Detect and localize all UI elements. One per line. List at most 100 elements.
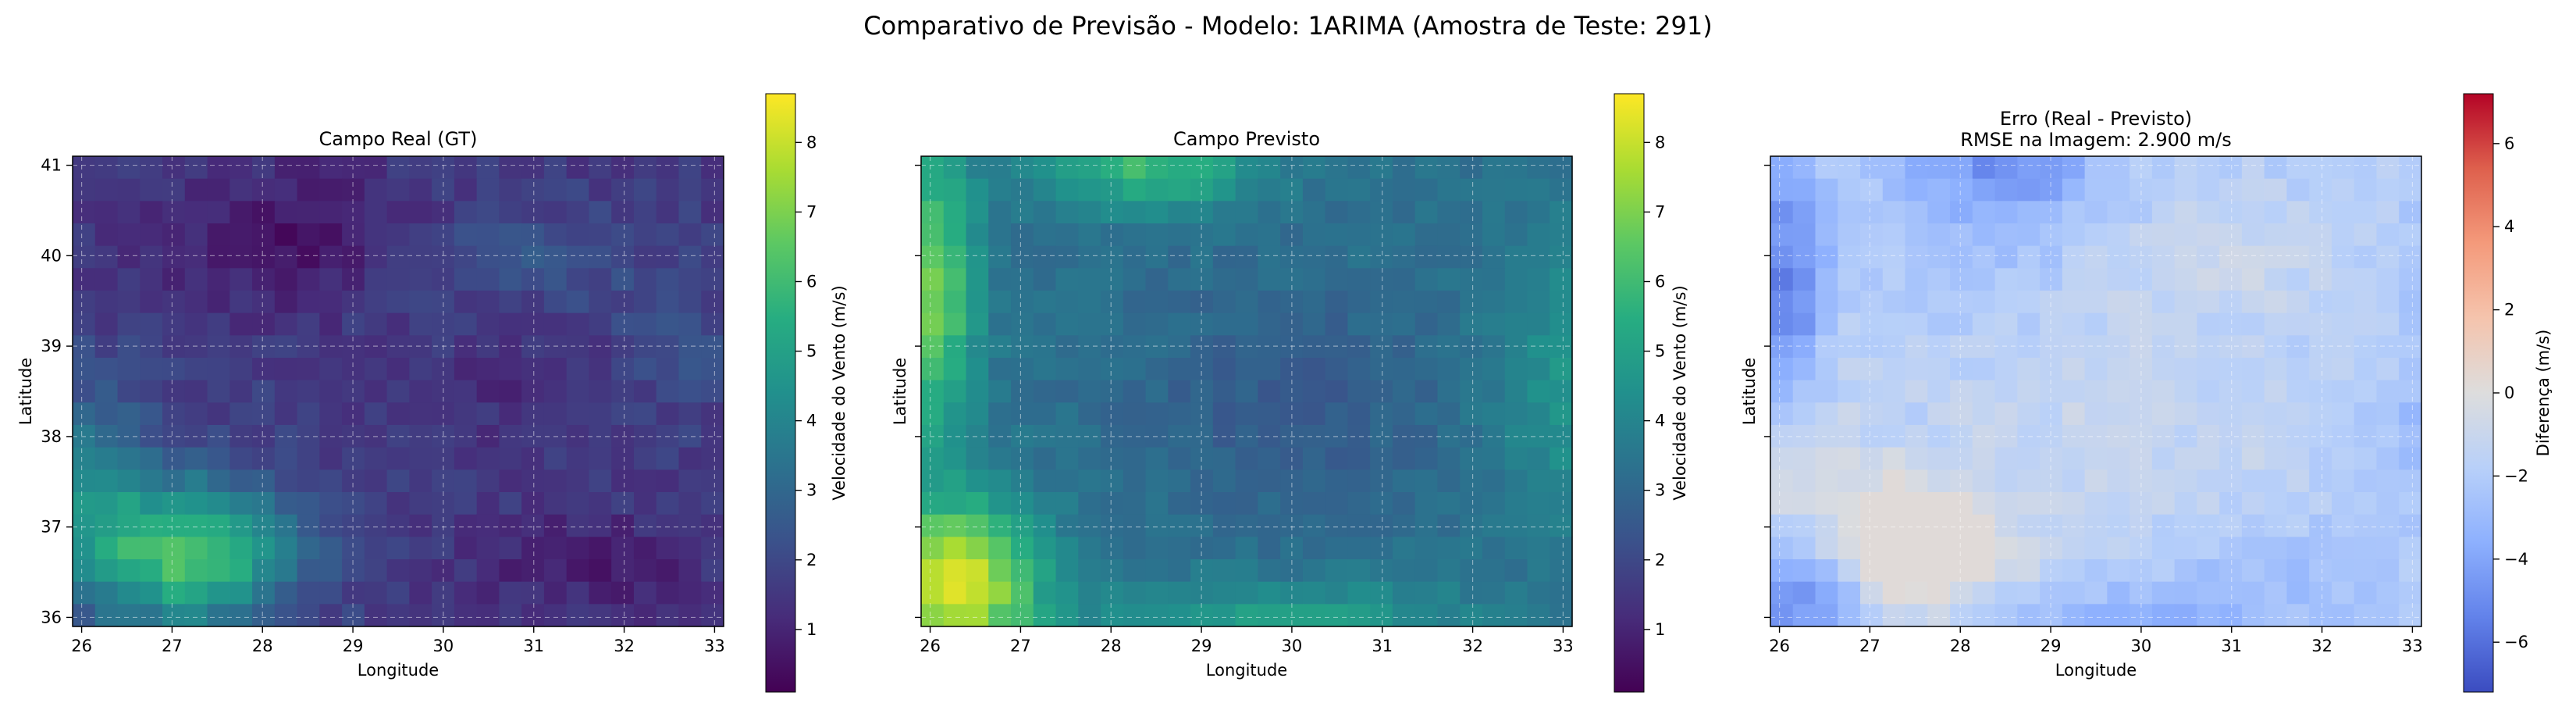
heatmap-cell [297,402,320,426]
heatmap-cell [274,425,298,448]
heatmap-cell [2151,312,2176,336]
heatmap-cell [1168,425,1191,448]
heatmap-cell [1302,335,1326,359]
heatmap-cell [921,492,945,516]
heatmap-cell [1392,201,1416,224]
heatmap-cell [2309,425,2332,448]
heatmap-cell [2286,469,2310,493]
heatmap-cell [162,245,186,269]
heatmap-cell [2399,469,2422,493]
heatmap-cell [117,335,141,359]
heatmap-cell [2286,291,2310,314]
heatmap-cell [1212,469,1236,493]
colorbar-tick-label: 0 [2504,384,2514,402]
heatmap-cell [2219,402,2243,426]
heatmap-cell [1838,291,1861,314]
heatmap-cell [364,514,388,537]
heatmap-cell [589,156,612,180]
heatmap-cell [2174,178,2198,202]
heatmap-cell [2129,291,2153,314]
heatmap-cell [521,245,545,269]
heatmap-cell [1055,312,1079,336]
heatmap-cell [342,156,365,180]
heatmap-cell [1770,537,1794,560]
heatmap-cell [2399,380,2422,403]
x-tick-labels: 26 27 28 29 30 31 32 33 [920,626,1574,655]
heatmap-cell [1950,380,1973,403]
heatmap-cell [2151,559,2176,583]
x-tick-label: 31 [523,637,544,655]
x-tick-label: 27 [1010,637,1031,655]
heatmap-cell [2062,402,2086,426]
heatmap-cell [2017,156,2041,180]
heatmap-cell [678,245,702,269]
heatmap-cell [611,335,635,359]
heatmap-cell [1905,268,1928,291]
heatmap-cell [1078,402,1101,426]
heatmap-cell [566,514,590,537]
heatmap-cell [94,201,119,224]
heatmap-cell [611,447,635,470]
heatmap-cell [2354,604,2378,627]
heatmap-cell [252,604,276,627]
heatmap-cell [499,268,522,291]
heatmap-cell [409,268,432,291]
heatmap-cell [2286,380,2310,403]
heatmap-cell [1011,604,1034,627]
heatmap-cell [274,178,298,202]
heatmap-cell [2354,581,2378,605]
heatmap-cell [1123,335,1147,359]
heatmap-cell [1280,312,1304,336]
heatmap-cell [454,223,478,247]
heatmap-cell [207,581,230,605]
heatmap-cell [476,492,500,516]
heatmap-cell [2017,245,2041,269]
panel-subtitle: RMSE na Imagem: 2.900 m/s [1960,129,2232,151]
heatmap-cell [2151,335,2176,359]
heatmap-cell [1792,402,1816,426]
heatmap-cell [1972,268,1996,291]
heatmap-cell [1994,223,2018,247]
heatmap-cell [988,492,1012,516]
heatmap-cell [1258,178,1281,202]
heatmap-cell [1550,380,1573,403]
heatmap-cell [476,469,500,493]
heatmap-cell [1392,178,1416,202]
heatmap-cell [1055,537,1079,560]
heatmap-cell [386,537,410,560]
heatmap-cell [1527,447,1550,470]
heatmap-cell [1033,380,1057,403]
heatmap-cell [1055,425,1079,448]
heatmap-cell [1815,358,1838,381]
heatmap-cell [701,291,724,314]
x-tick-label: 31 [2221,637,2242,655]
heatmap-cell [1258,223,1281,247]
heatmap-cell [2376,581,2400,605]
heatmap-cell [432,402,455,426]
heatmap-cell [2017,492,2041,516]
heatmap-cell [252,245,276,269]
heatmap-cell [543,402,568,426]
heatmap-cell [319,425,343,448]
heatmap-cell [1011,268,1034,291]
heatmap-cell [566,380,590,403]
heatmap-cell [566,492,590,516]
heatmap-cell [140,425,163,448]
heatmap-cell [2107,514,2130,537]
heatmap-cell [184,402,208,426]
heatmap-cell [274,514,298,537]
heatmap-cell [342,581,365,605]
heatmap-cell [1482,156,1506,180]
heatmap-cell [1302,492,1326,516]
heatmap-cell [499,604,522,627]
heatmap-cell [162,492,186,516]
heatmap-cell [2129,581,2153,605]
heatmap-cell [162,268,186,291]
heatmap-cell [2376,514,2400,537]
heatmap-cell [1460,268,1483,291]
y-tick-label: 38 [41,427,62,446]
heatmap-cell [566,223,590,247]
heatmap-cell [1770,559,1794,583]
heatmap-cell [1168,268,1191,291]
heatmap-cell [1347,201,1371,224]
